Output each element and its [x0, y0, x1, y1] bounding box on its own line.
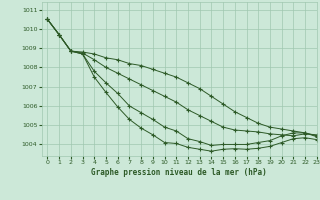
X-axis label: Graphe pression niveau de la mer (hPa): Graphe pression niveau de la mer (hPa) — [91, 168, 267, 177]
